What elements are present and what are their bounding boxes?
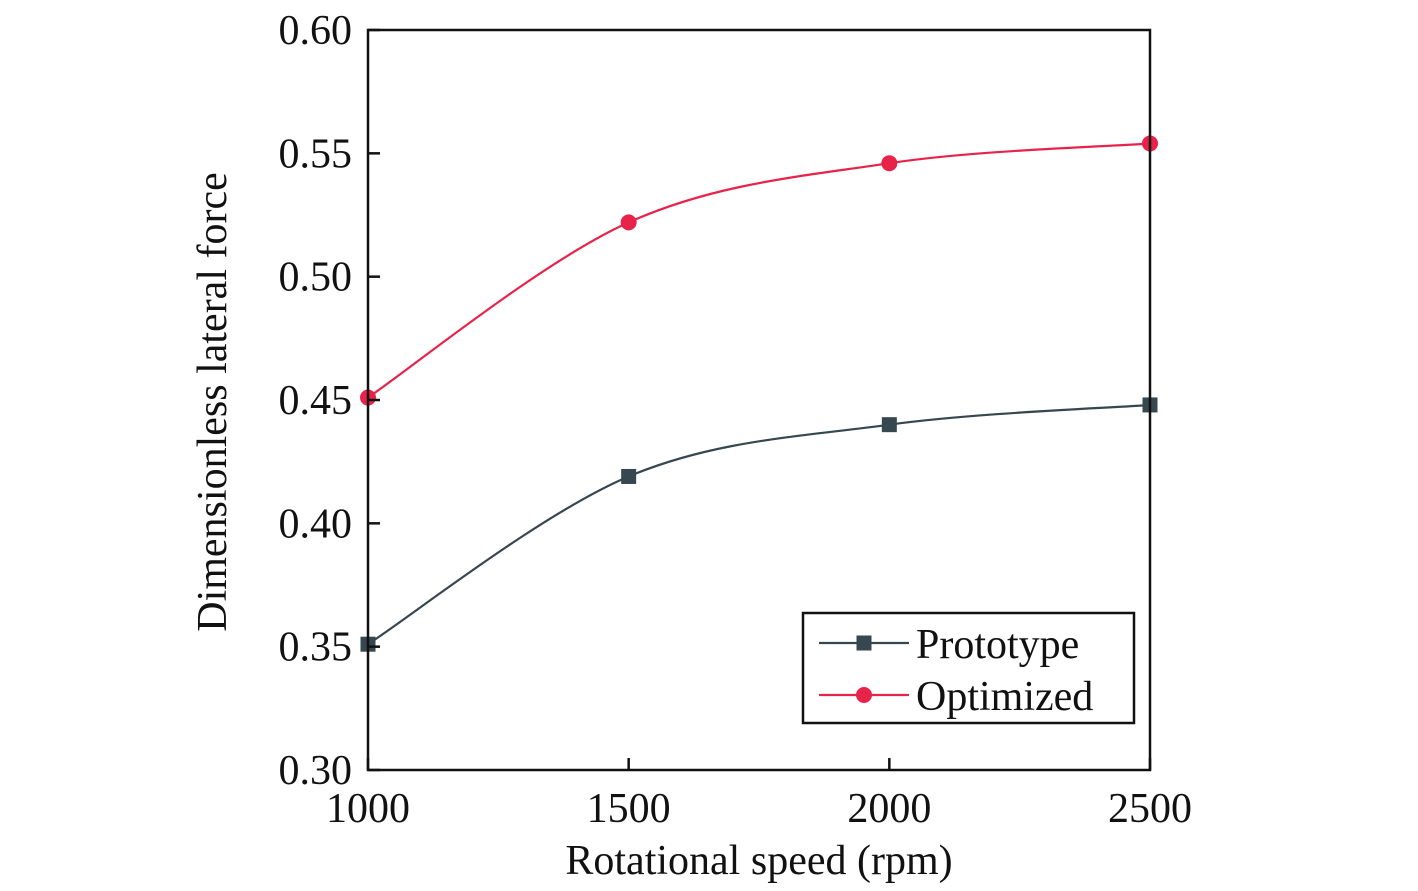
legend-box bbox=[801, 611, 1136, 725]
legend: Prototype Optimized bbox=[801, 611, 1136, 725]
y-tick-label: 0.55 bbox=[279, 131, 353, 177]
y-tick-label: 0.50 bbox=[279, 255, 353, 301]
series-layer bbox=[360, 135, 1158, 652]
x-tick-label: 1000 bbox=[326, 786, 410, 832]
series-optimized bbox=[360, 135, 1158, 406]
data-point-optimized bbox=[881, 155, 898, 172]
legend-item-optimized: Optimized bbox=[819, 674, 1093, 720]
y-tick-label: 0.35 bbox=[279, 625, 353, 671]
series-line-prototype bbox=[367, 403, 1151, 646]
axis-ticks bbox=[366, 28, 1152, 772]
y-tick-label: 0.30 bbox=[279, 748, 353, 794]
legend-label: Optimized bbox=[916, 674, 1093, 720]
data-point-prototype bbox=[621, 468, 637, 484]
y-tick-label: 0.45 bbox=[279, 378, 353, 424]
x-axis-title: Rotational speed (rpm) bbox=[565, 838, 952, 884]
series-line-optimized bbox=[367, 142, 1151, 399]
data-point-prototype bbox=[881, 417, 897, 433]
x-tick-label: 2500 bbox=[1108, 786, 1192, 832]
x-tick-label: 2000 bbox=[847, 786, 931, 832]
legend-items: Prototype Optimized bbox=[819, 622, 1093, 720]
data-point-optimized bbox=[620, 214, 637, 231]
legend-marker bbox=[856, 687, 872, 703]
y-tick-label: 0.60 bbox=[279, 8, 353, 54]
legend-marker bbox=[856, 635, 872, 651]
legend-label: Prototype bbox=[916, 622, 1079, 668]
y-tick-label: 0.40 bbox=[279, 501, 353, 547]
tick-labels: 1000 1500 2000 2500 0.30 0.35 0.40 0.45 0.50 0.55… bbox=[279, 8, 1193, 832]
x-tick-label: 1500 bbox=[587, 786, 671, 832]
legend-item-prototype: Prototype bbox=[819, 622, 1079, 668]
y-axis-title: Dimensionless lateral force bbox=[190, 172, 236, 632]
